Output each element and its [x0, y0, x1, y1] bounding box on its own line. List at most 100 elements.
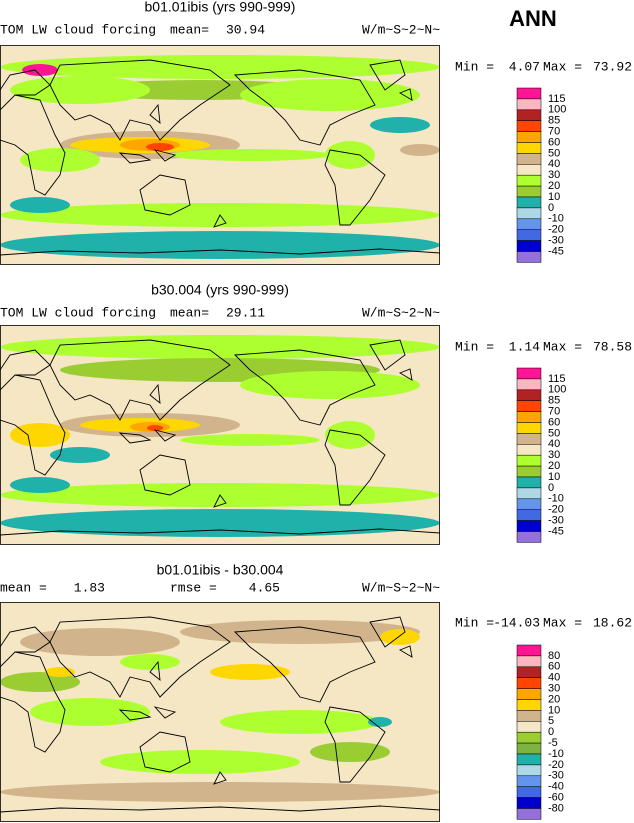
- colorbar-box: [516, 775, 542, 787]
- colorbar-box: [516, 531, 542, 543]
- colorbar-label: -20: [548, 224, 564, 236]
- min-value: 4.07: [509, 59, 540, 74]
- colorbar-box: [516, 753, 542, 766]
- colorbar-label: -80: [548, 802, 564, 814]
- colorbar-label: 85: [548, 395, 560, 407]
- colorbar-label: -20: [548, 504, 564, 516]
- field-region: [210, 664, 290, 680]
- colorbar-label: 20: [548, 693, 560, 705]
- stat-value: 4.65: [249, 580, 280, 595]
- colorbar-box: [516, 710, 542, 722]
- colorbar-box: [516, 142, 542, 154]
- field-region: [50, 447, 110, 463]
- colorbar-box: [516, 229, 542, 241]
- colorbar-box: [516, 251, 542, 263]
- colorbar-label: 115: [548, 373, 566, 385]
- colorbar-label: 50: [548, 147, 560, 159]
- colorbar-label: -45: [548, 525, 564, 537]
- colorbar-label: -40: [548, 781, 564, 793]
- colorbar-box: [516, 196, 542, 209]
- colorbar-box: [516, 444, 542, 456]
- colorbar-label: 40: [548, 672, 560, 684]
- panel-title: b30.004 (yrs 990-999): [151, 282, 289, 298]
- variable-name: TOM LW cloud forcing: [0, 22, 156, 37]
- colorbar-box: [516, 655, 542, 668]
- colorbar-label: -45: [548, 245, 564, 257]
- colorbar-label: -30: [548, 515, 564, 527]
- colorbar-box: [516, 164, 542, 176]
- min-label: Min =: [455, 59, 494, 74]
- field-region: [20, 148, 100, 172]
- colorbar-label: 40: [548, 158, 560, 170]
- colorbar-label: -10: [548, 493, 564, 505]
- stat-value: 1.83: [74, 580, 105, 595]
- min-value: 1.14: [509, 339, 540, 354]
- colorbar-label: -60: [548, 792, 564, 804]
- colorbar-label: -30: [548, 770, 564, 782]
- stat-label: mean =: [0, 580, 47, 595]
- panel-title: b01.01ibis - b30.004: [157, 562, 284, 578]
- max-label: Max =: [543, 59, 582, 74]
- colorbar-box: [516, 677, 542, 689]
- map-border: [0, 602, 440, 822]
- field-region: [325, 141, 375, 169]
- field: [0, 602, 440, 822]
- colorbar-label: 100: [548, 384, 566, 396]
- colorbar-box: [516, 498, 542, 510]
- colorbar-box: [516, 808, 542, 820]
- colorbar-label: 85: [548, 115, 560, 127]
- colorbar-label: 60: [548, 136, 560, 148]
- map-border: [0, 45, 440, 265]
- max-value: 18.62: [593, 615, 632, 630]
- colorbar-box: [516, 218, 542, 230]
- max-value: 73.92: [593, 59, 632, 74]
- colorbar-label: -5: [548, 737, 558, 749]
- min-value: -14.03: [493, 615, 540, 630]
- field-region: [0, 335, 440, 359]
- colorbar-box: [516, 487, 542, 500]
- colorbar-box: [516, 185, 542, 198]
- colorbar-label: 0: [548, 726, 554, 738]
- field-region: [10, 423, 70, 447]
- colorbar-label: -10: [548, 213, 564, 225]
- colorbar-label: -30: [548, 235, 564, 247]
- field-region: [180, 434, 320, 446]
- colorbar-label: 80: [548, 650, 560, 662]
- stat-value: 29.11: [226, 305, 265, 320]
- colorbar-box: [516, 721, 542, 733]
- season-label: ANN: [509, 6, 557, 31]
- colorbar-box: [516, 742, 542, 755]
- variable-name: TOM LW cloud forcing: [0, 305, 156, 320]
- colorbar-box: [516, 731, 542, 744]
- field-region: [0, 782, 440, 802]
- field-region: [10, 197, 70, 213]
- colorbar-label: 50: [548, 427, 560, 439]
- colorbar-box: [516, 422, 542, 434]
- max-value: 78.58: [593, 339, 632, 354]
- colorbar-box: [516, 87, 542, 100]
- colorbar-box: [516, 174, 542, 187]
- map: [0, 325, 440, 545]
- max-label: Max =: [543, 339, 582, 354]
- stat-value: 30.94: [226, 22, 265, 37]
- colorbar-label: 115: [548, 93, 566, 105]
- panel-title: b01.01ibis (yrs 990-999): [145, 0, 296, 15]
- colorbar-label: 100: [548, 104, 566, 116]
- colorbar-label: 30: [548, 449, 560, 461]
- min-label: Min =: [455, 615, 494, 630]
- field-region: [0, 231, 440, 259]
- colorbar-label: 20: [548, 180, 560, 192]
- colorbar-box: [516, 207, 542, 220]
- stat-label: mean=: [170, 305, 209, 320]
- field-region: [146, 143, 174, 151]
- colorbar-box: [516, 433, 542, 445]
- stat-label: rmse =: [170, 580, 217, 595]
- map-border: [0, 325, 440, 545]
- field: [0, 45, 440, 265]
- colorbar-box: [516, 109, 542, 121]
- field-region: [220, 710, 380, 734]
- max-label: Max =: [543, 615, 582, 630]
- colorbar-box: [516, 476, 542, 489]
- field-region: [310, 742, 390, 762]
